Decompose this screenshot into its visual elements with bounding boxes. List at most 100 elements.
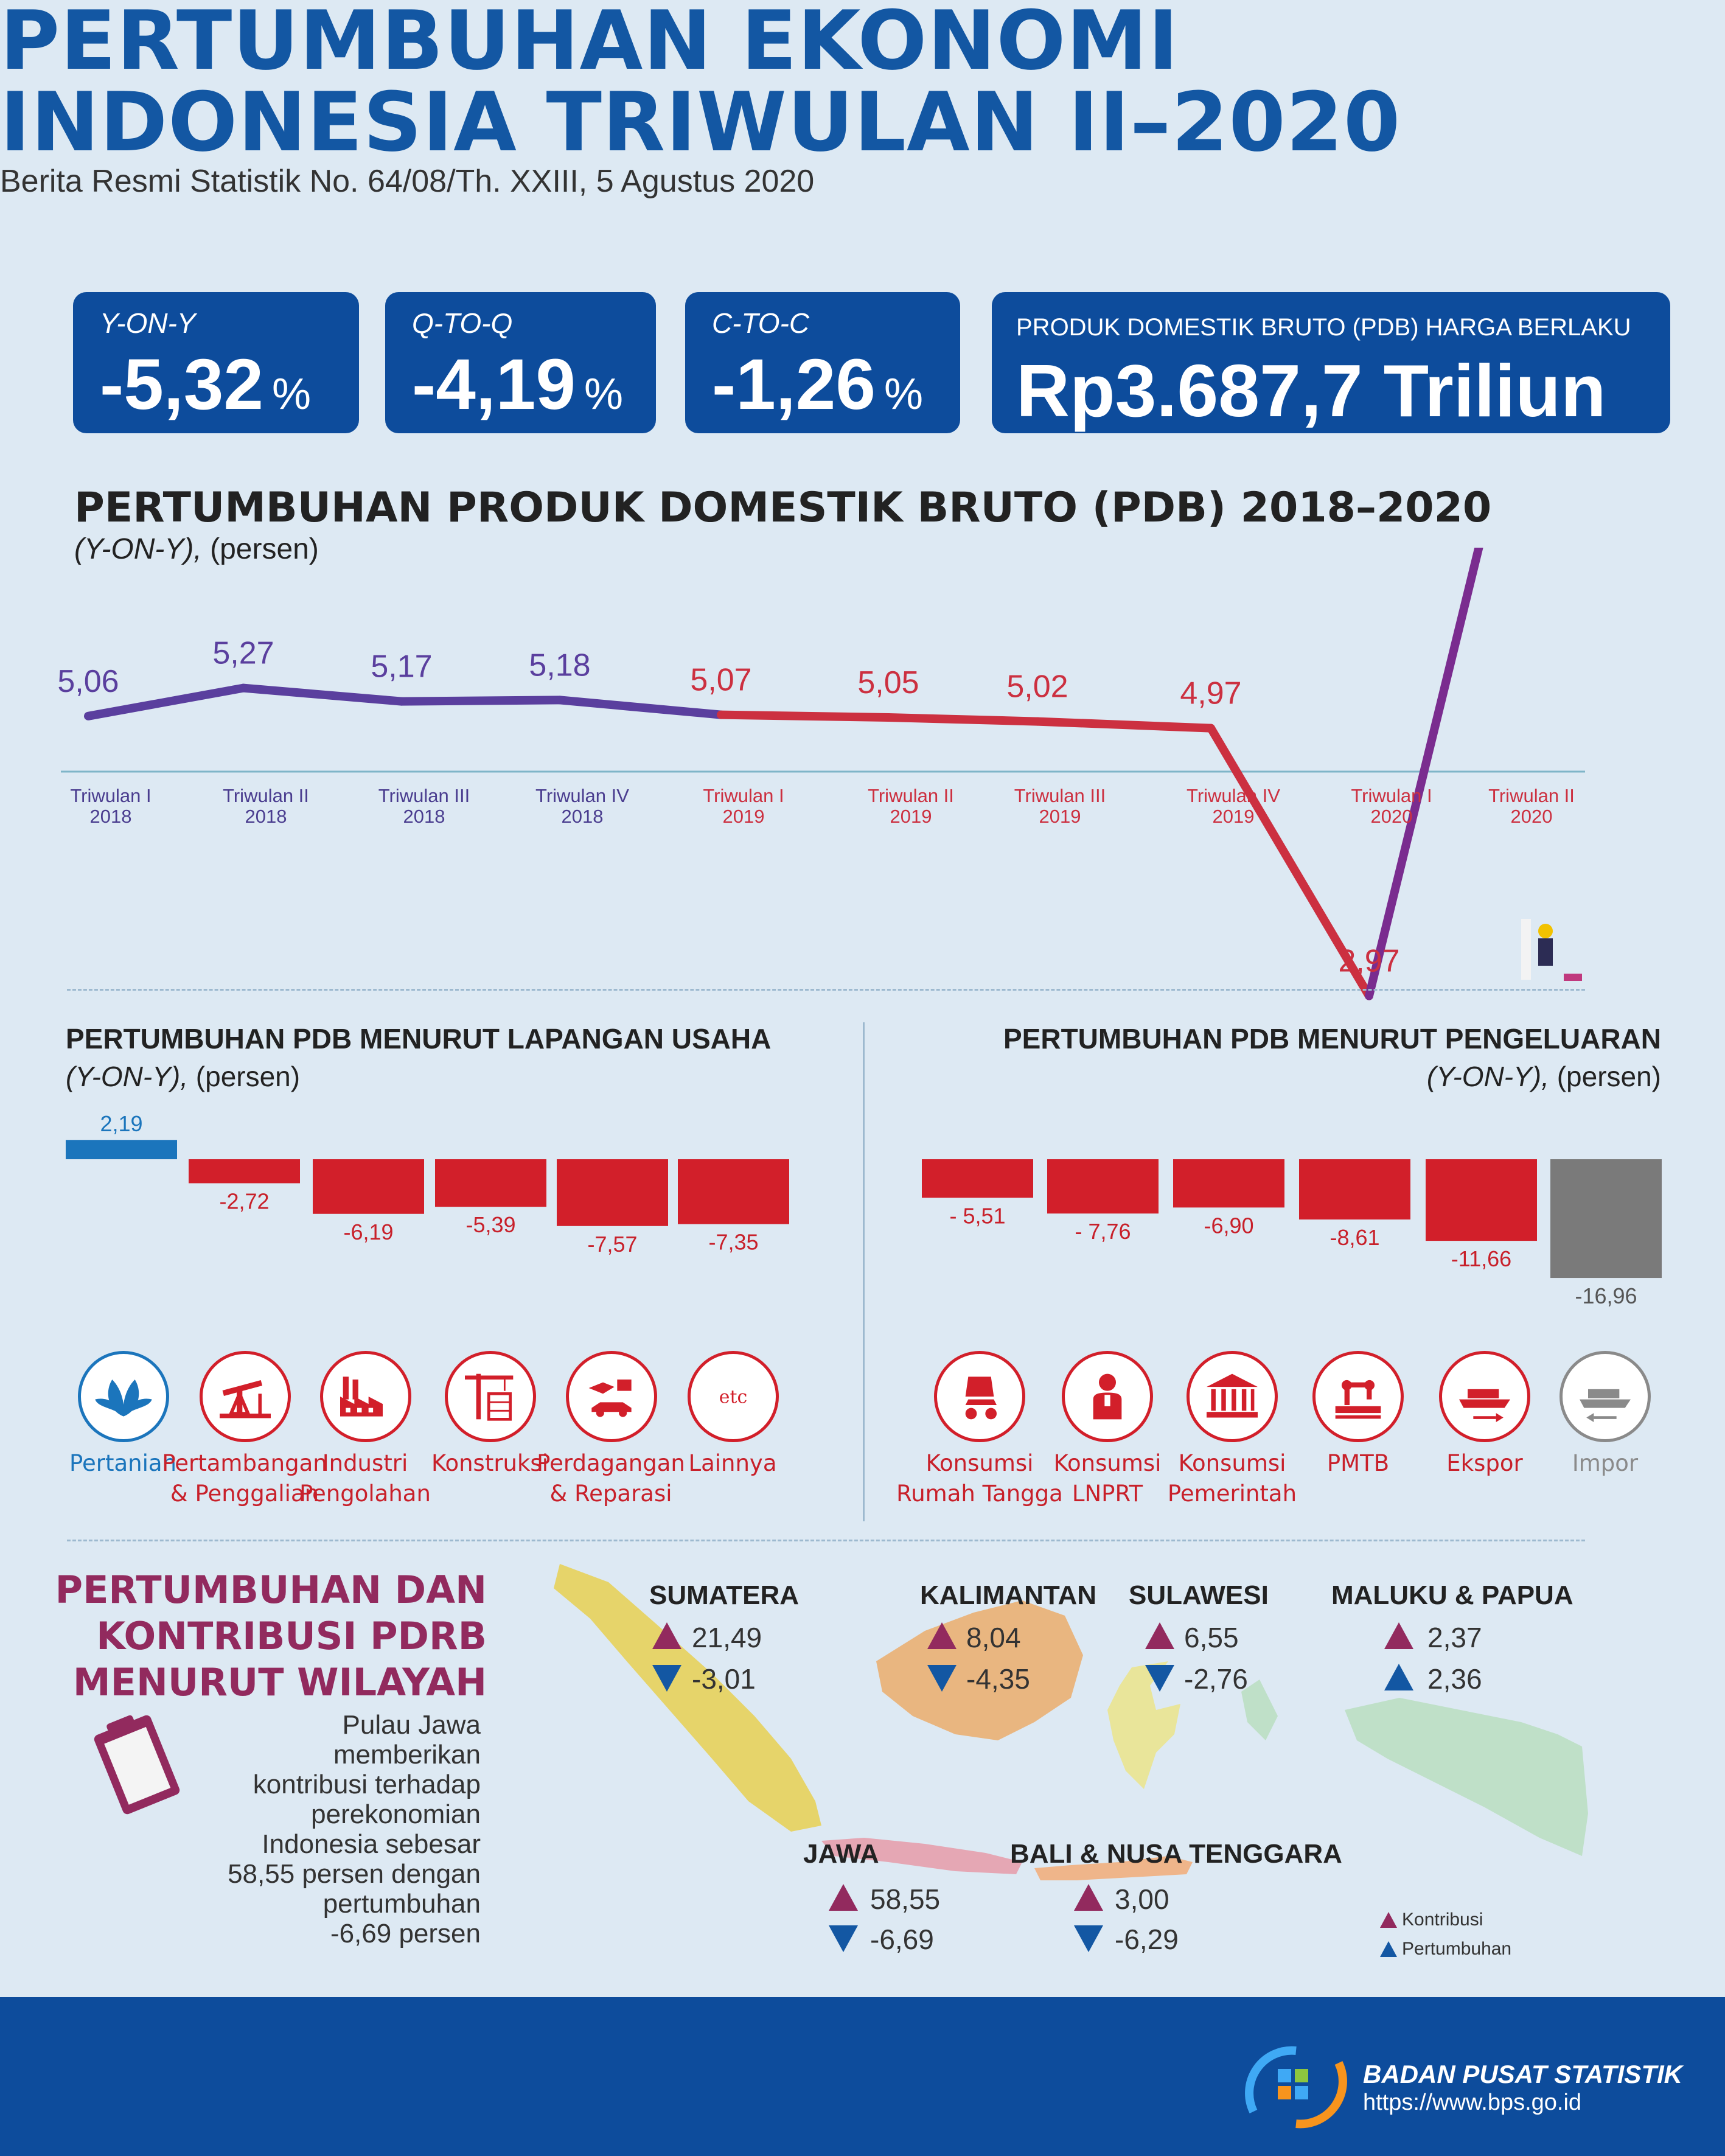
bar [189, 1159, 300, 1184]
bar-value-label: -8,61 [1329, 1225, 1379, 1250]
x-tick-label: Triwulan I [70, 785, 151, 806]
bar [1299, 1159, 1410, 1220]
worker-illustration [1521, 919, 1582, 981]
region-name-bali-nusa-tenggara: BALI & NUSA TENGGARA [1010, 1839, 1342, 1869]
bar-value-label: -6,90 [1204, 1213, 1253, 1238]
data-label: 4,97 [1180, 676, 1241, 711]
expenditure-label-rumah-tangga: Konsumsi Rumah Tangga [896, 1450, 1063, 1507]
bar [922, 1159, 1033, 1198]
sector-label-lainnya: Lainnya [688, 1450, 777, 1476]
bps-logo-icon [1245, 2046, 1347, 2129]
map-sumatera [554, 1564, 821, 1832]
region-name-kalimantan: KALIMANTAN [920, 1580, 1097, 1610]
bar [557, 1159, 668, 1226]
section-divider [67, 989, 1585, 991]
region-note: Pulau Jawa memberikan kontribusi terhada… [228, 1710, 481, 1948]
kpi-label: Y-ON-Y [100, 307, 196, 339]
sector-label-industri: Industri Pengolahan [299, 1450, 431, 1507]
oil-pump-icon [200, 1351, 291, 1442]
map-sulawesi [1107, 1661, 1180, 1789]
kpi-label: Q-TO-Q [412, 307, 513, 339]
worker-body [1538, 938, 1553, 966]
contribution-up-icon [829, 1884, 858, 1911]
legend-pertumbuhan-icon [1380, 1941, 1397, 1957]
sector-bar-chart: 2,19 -2,72 -6,19 -5,39 -7,57 -7,35 [66, 1111, 789, 1257]
paint-bucket [1564, 974, 1582, 981]
expenditure-label-impor: Impor [1572, 1450, 1639, 1476]
growth-down-icon [1145, 1665, 1174, 1692]
x-tick-label: 2018 [403, 806, 445, 827]
bar [1047, 1159, 1159, 1214]
expenditure-chart-title: PERTUMBUHAN PDB MENURUT PENGELUARAN [1003, 1023, 1661, 1055]
sector-label-pertambangan: Pertambangan & Penggalian [162, 1450, 327, 1507]
sector-chart-subtitle: (Y-ON-Y), (persen) [66, 1061, 301, 1092]
factory-icon [320, 1351, 411, 1442]
series-line-segment [1033, 717, 1215, 733]
import-ship-icon [1559, 1351, 1651, 1442]
footer-org-name: BADAN PUSAT STATISTIK [1363, 2060, 1682, 2088]
x-tick-label: 2018 [245, 806, 287, 827]
bar-value-label: 2,19 [100, 1111, 142, 1136]
kpi-value: -5,32% [100, 344, 311, 425]
footer-url[interactable]: https://www.bps.go.id [1363, 2090, 1582, 2115]
page-title-line-2: INDONESIA TRIWULAN II–2020 [0, 75, 1401, 170]
x-tick-label: 2020 [1371, 806, 1413, 827]
growth-down-icon [1074, 1925, 1103, 1952]
expenditure-bar-chart: - 5,51 - 7,76 -6,90 -8,61 -11,66 -16,96 [922, 1159, 1662, 1308]
kpi-ctoc: C-TO-C -1,26% [685, 292, 960, 433]
data-label: 5,06 [57, 664, 119, 699]
bar [1173, 1159, 1284, 1208]
region-contribution-maluku-papua: 2,37 [1427, 1622, 1482, 1653]
sector-label-perdagangan: Perdagangan & Reparasi [537, 1450, 685, 1507]
bar-value-label: -7,57 [587, 1232, 637, 1257]
worker-head [1538, 924, 1553, 938]
export-ship-icon [1439, 1351, 1530, 1442]
line-chart-subtitle: (Y-ON-Y), (persen) [74, 533, 319, 565]
series-line-segment [239, 683, 406, 706]
expenditure-label-pmtb: PMTB [1326, 1450, 1390, 1476]
data-label: 2,97 [1338, 944, 1399, 979]
legend-pertumbuhan-label: Pertumbuhan [1402, 1939, 1512, 1959]
industrial-robot-icon [1312, 1351, 1404, 1442]
series-line-segment [556, 696, 725, 719]
region-growth-kalimantan: -4,35 [966, 1663, 1030, 1695]
person-icon [1062, 1351, 1153, 1442]
bar [678, 1159, 789, 1224]
region-name-jawa: JAWA [803, 1839, 879, 1869]
government-building-icon [1187, 1351, 1278, 1442]
contribution-up-icon [1145, 1622, 1174, 1649]
x-tick-label: Triwulan IV [535, 785, 629, 806]
kpi-label: C-TO-C [712, 307, 810, 339]
kpi-yoy: Y-ON-Y -5,32% [73, 292, 359, 433]
bar-value-label: -11,66 [1451, 1246, 1511, 1271]
legend-kontribusi-label: Kontribusi [1402, 1910, 1483, 1930]
x-tick-label: 2019 [890, 806, 932, 827]
bar-value-label: - 5,51 [949, 1203, 1005, 1228]
x-tick-label: Triwulan III [378, 785, 470, 806]
page-subtitle: Berita Resmi Statistik No. 64/08/Th. XXI… [0, 164, 815, 199]
data-label: 5,27 [212, 636, 274, 671]
gdp-growth-line-chart: 5,065,275,175,185,075,055,024,972,97-5,3… [57, 548, 1585, 1000]
x-tick-label: Triwulan IV [1187, 785, 1280, 806]
kpi-value: -1,26% [712, 344, 923, 425]
region-growth-sulawesi: -2,76 [1184, 1663, 1248, 1695]
data-label: 5,17 [371, 649, 432, 685]
region-growth-jawa: -6,69 [870, 1924, 934, 1955]
bar-value-label: -2,72 [219, 1188, 269, 1213]
kpi-label: PRODUK DOMESTIK BRUTO (PDB) HARGA BERLAK… [1016, 314, 1631, 341]
expenditure-label-pemerintah: Konsumsi Pemerintah [1167, 1450, 1297, 1507]
series-line-segment [397, 696, 564, 706]
legend-kontribusi-icon [1380, 1912, 1397, 1928]
x-tick-label: 2019 [723, 806, 765, 827]
map-papua [1345, 1698, 1588, 1856]
sector-label-konstruksi: Konstruksi [431, 1450, 548, 1476]
bar [1550, 1159, 1662, 1279]
bar-value-label: -5,39 [465, 1212, 515, 1237]
growth-up-icon [1384, 1664, 1413, 1690]
bar [435, 1159, 546, 1207]
growth-down-icon [829, 1925, 858, 1952]
kpi-pdb-nominal: PRODUK DOMESTIK BRUTO (PDB) HARGA BERLAK… [992, 292, 1670, 433]
region-contribution-kalimantan: 8,04 [966, 1622, 1021, 1653]
household-icon [934, 1351, 1025, 1442]
x-tick-label: Triwulan II [868, 785, 954, 806]
